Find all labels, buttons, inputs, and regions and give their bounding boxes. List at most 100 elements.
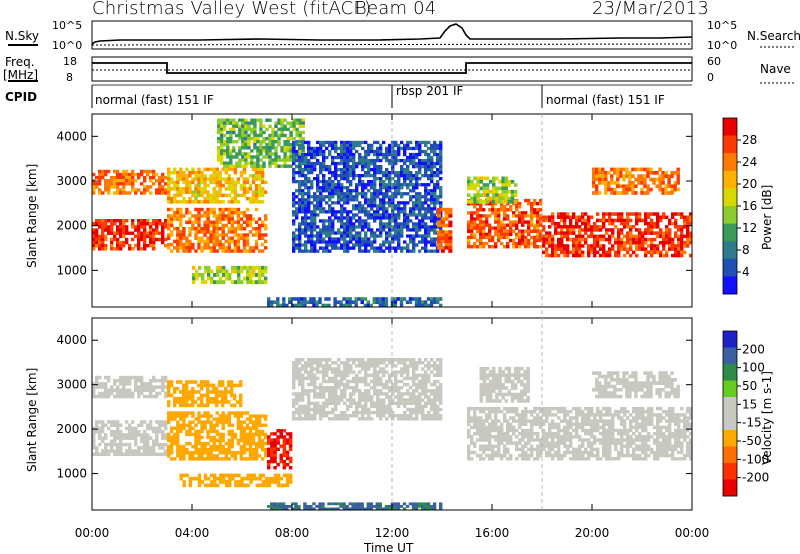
data-cell (221, 451, 225, 455)
data-cell (176, 396, 180, 401)
data-cell (273, 300, 277, 304)
data-cell (641, 231, 645, 235)
data-cell (277, 136, 281, 141)
data-cell (479, 229, 483, 233)
data-cell (482, 193, 487, 197)
data-cell (267, 438, 271, 442)
data-cell (358, 201, 362, 205)
data-cell (604, 171, 608, 175)
data-cell (230, 230, 234, 234)
data-cell (433, 174, 437, 178)
data-cell (188, 476, 192, 481)
data-cell (601, 181, 605, 185)
data-cell (418, 204, 422, 208)
data-cell (292, 376, 296, 381)
data-cell (274, 140, 278, 144)
data-cell (188, 227, 192, 231)
data-cell (476, 229, 480, 233)
data-cell (128, 423, 132, 427)
data-cell (268, 146, 272, 150)
data-cell (101, 169, 105, 174)
data-cell (292, 234, 296, 238)
data-cell (259, 152, 263, 156)
data-cell (197, 217, 201, 221)
data-cell (689, 218, 693, 223)
data-cell (418, 222, 422, 226)
data-cell (337, 152, 341, 157)
data-cell (230, 249, 234, 253)
data-cell (467, 186, 471, 191)
data-cell (622, 177, 626, 182)
data-cell (92, 237, 96, 242)
data-cell (629, 218, 633, 223)
data-cell (604, 191, 608, 195)
data-cell (218, 457, 222, 461)
data-cell (212, 444, 216, 449)
data-cell (430, 216, 434, 220)
data-cell (304, 207, 308, 211)
data-cell (479, 245, 483, 249)
data-cell (149, 244, 153, 248)
data-cell (116, 172, 120, 177)
data-cell (619, 171, 623, 175)
data-cell (504, 186, 508, 191)
data-cell (119, 240, 123, 245)
data-cell (244, 121, 248, 125)
data-cell (647, 212, 651, 216)
data-cell (629, 228, 633, 232)
data-cell (491, 226, 495, 230)
data-cell (301, 161, 305, 166)
data-cell (432, 300, 437, 304)
data-cell (301, 379, 305, 384)
data-cell (602, 247, 606, 251)
data-cell (619, 191, 623, 195)
data-cell (373, 177, 377, 181)
data-cell (397, 171, 401, 175)
data-cell (467, 179, 471, 184)
data-cell (409, 219, 413, 223)
data-cell (143, 442, 147, 447)
data-cell (346, 240, 350, 244)
data-cell (364, 213, 368, 217)
data-cell (264, 423, 268, 427)
data-cell (599, 225, 603, 229)
data-cell (671, 212, 675, 216)
data-cell (569, 228, 573, 232)
data-cell (385, 201, 389, 205)
data-cell (382, 222, 386, 226)
data-cell (319, 404, 323, 409)
data-cell (372, 300, 376, 304)
data-cell (629, 244, 633, 248)
data-cell (289, 164, 293, 168)
data-cell (569, 250, 573, 255)
data-cell (250, 164, 254, 168)
data-cell (611, 231, 615, 235)
data-cell (131, 172, 135, 177)
data-cell (604, 187, 608, 192)
data-cell (664, 174, 668, 178)
data-cell (414, 297, 419, 301)
data-cell (286, 140, 290, 144)
data-cell (325, 234, 329, 238)
data-cell (248, 230, 253, 234)
data-cell (131, 426, 135, 431)
data-cell (319, 231, 323, 235)
data-cell (307, 234, 311, 238)
data-cell (427, 204, 431, 208)
data-cell (379, 180, 383, 184)
data-cell (340, 225, 344, 229)
data-cell (200, 393, 204, 398)
data-cell (280, 149, 284, 153)
data-cell (164, 225, 168, 229)
data-cell (286, 149, 290, 153)
data-cell (134, 244, 138, 248)
data-cell (391, 228, 395, 232)
data-cell (218, 432, 222, 437)
data-cell (260, 441, 265, 446)
data-cell (131, 231, 135, 235)
data-cell (161, 234, 165, 238)
data-cell (194, 217, 198, 221)
data-cell (316, 198, 320, 202)
data-cell (313, 195, 317, 199)
